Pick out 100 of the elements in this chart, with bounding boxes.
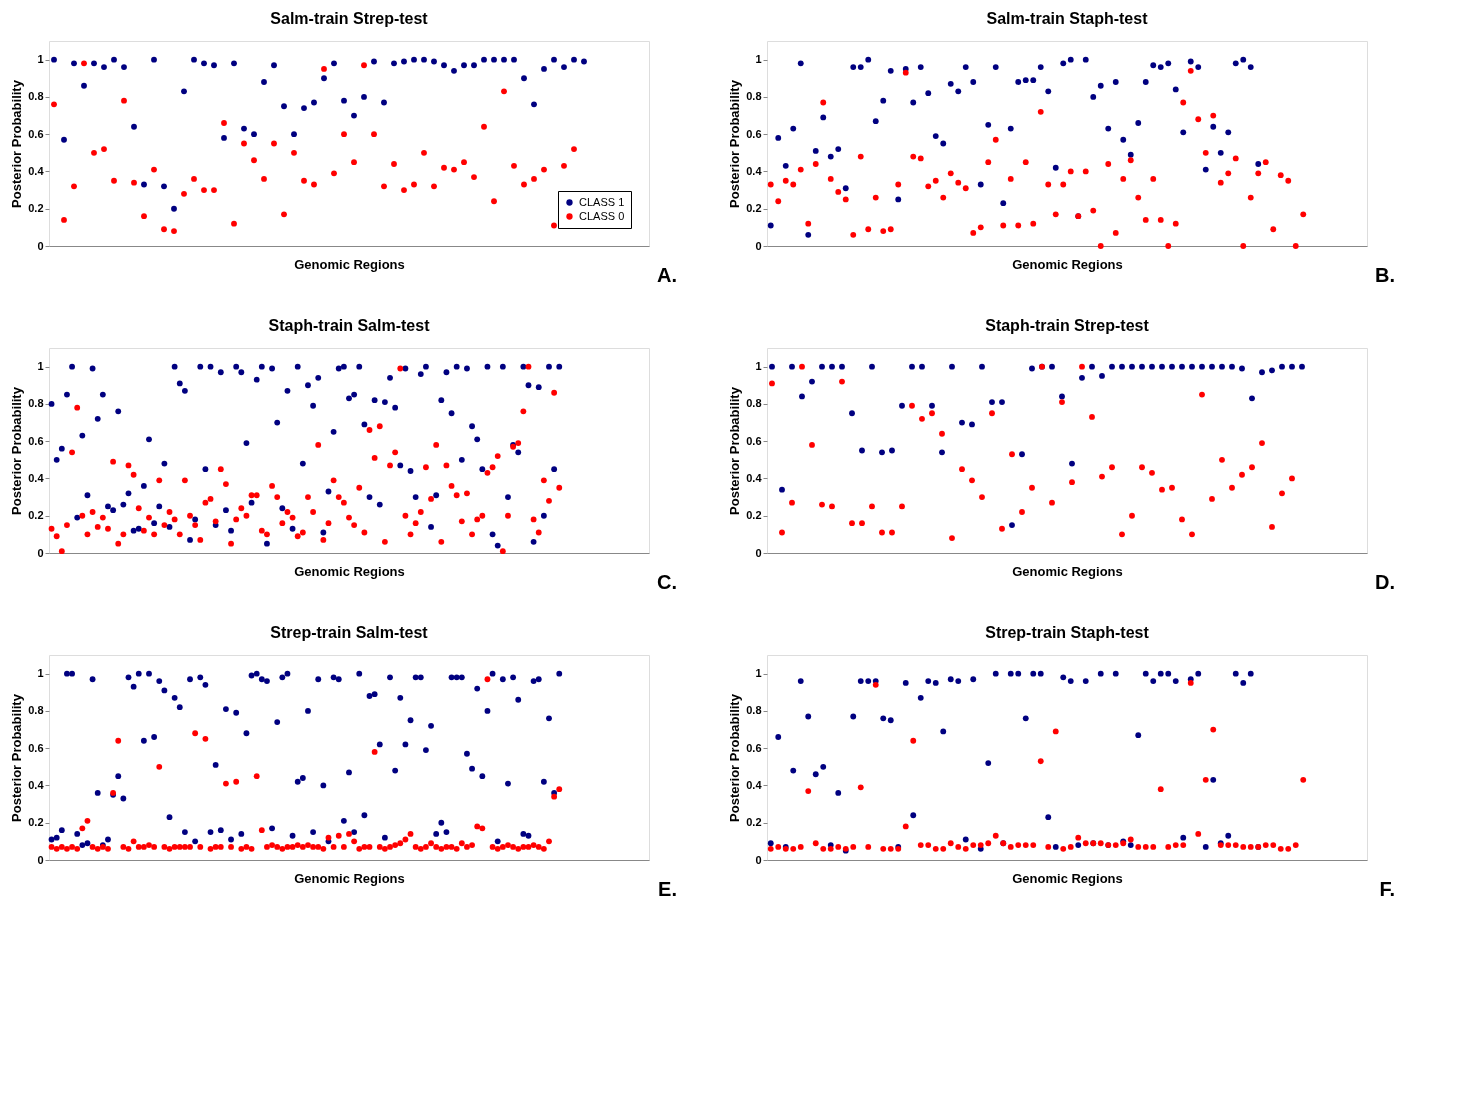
point: [859, 520, 865, 527]
y-tick-label: 0.4: [28, 164, 45, 177]
y-tick-label: 0.6: [746, 741, 762, 754]
point: [779, 486, 785, 493]
text: A.: [657, 264, 677, 286]
y-tick-label: 0.6: [28, 127, 44, 140]
y-tick-label: 0.2: [28, 509, 44, 522]
point: [869, 503, 875, 510]
point: [131, 123, 137, 130]
point: [391, 60, 397, 67]
point: [1129, 363, 1135, 370]
point: [211, 62, 217, 69]
point: [1089, 414, 1095, 420]
point: [531, 101, 537, 108]
point: [1049, 499, 1055, 506]
point: [909, 363, 915, 370]
point: [949, 363, 955, 370]
point: [849, 520, 855, 527]
point: [441, 62, 447, 69]
point: [859, 447, 865, 454]
point: [331, 60, 337, 67]
point: [789, 363, 795, 370]
point: [1259, 440, 1265, 446]
point: [879, 449, 885, 456]
point: [1209, 363, 1215, 370]
y-tick-label: 0.4: [28, 471, 45, 484]
point: [91, 60, 97, 67]
point: [1029, 484, 1035, 491]
point: [421, 149, 427, 156]
point: [521, 181, 527, 188]
point: [1239, 365, 1245, 372]
point: [161, 226, 167, 233]
point: [491, 198, 497, 205]
point: [929, 402, 935, 409]
point: [551, 222, 557, 229]
point: [411, 181, 417, 188]
y-tick-label: 0.4: [746, 164, 763, 177]
point: [1229, 363, 1235, 370]
point: [241, 140, 247, 147]
chart-title: Staph-train Salm-test: [268, 317, 431, 334]
point: [1229, 484, 1235, 491]
point: [201, 60, 207, 67]
point: [301, 177, 307, 184]
point: [51, 56, 57, 63]
x-axis-title: Genomic Regions: [1012, 870, 1123, 886]
point: [799, 363, 805, 370]
y-tick-label: 0: [755, 239, 762, 252]
point: [501, 56, 507, 63]
point: [1009, 451, 1015, 458]
point: [1109, 464, 1115, 471]
y-tick-label: 0.8: [746, 704, 762, 717]
point: [271, 140, 277, 147]
point: [111, 56, 117, 63]
point: [959, 466, 965, 473]
point: [341, 131, 347, 138]
point: [969, 477, 975, 484]
y-tick-label: 0: [37, 546, 44, 559]
point: [1219, 363, 1225, 370]
point: [121, 64, 127, 70]
point: [91, 149, 97, 156]
point: [571, 146, 577, 152]
point: [481, 123, 487, 130]
point: [899, 503, 905, 510]
text: C.: [657, 571, 677, 593]
text: B.: [1375, 264, 1395, 286]
point: [471, 174, 477, 180]
point: [61, 217, 67, 223]
point: [171, 228, 177, 234]
legend-label: CLASS 1: [579, 195, 625, 208]
point: [81, 82, 87, 89]
point: [869, 363, 875, 370]
y-tick-label: 0.2: [746, 509, 762, 522]
point: [989, 410, 995, 417]
point: [1169, 363, 1175, 370]
point: [839, 363, 845, 370]
point: [1129, 512, 1135, 519]
y-tick-label: 1: [755, 667, 762, 680]
point: [1049, 363, 1055, 370]
point: [1299, 363, 1305, 370]
point: [181, 88, 187, 95]
point: [1079, 374, 1085, 381]
point: [949, 535, 955, 541]
point: [321, 75, 327, 82]
point: [441, 164, 447, 171]
y-tick-label: 0: [37, 239, 44, 252]
point: [361, 62, 367, 69]
point: [819, 501, 825, 508]
point: [1059, 393, 1065, 400]
point: [1249, 464, 1255, 471]
point: [1149, 469, 1155, 476]
point: [491, 56, 497, 63]
y-tick-label: 0.2: [28, 202, 44, 215]
point: [141, 181, 147, 188]
point: [1099, 373, 1105, 379]
chart-title: Salm-train Strep-test: [270, 10, 429, 27]
point: [351, 159, 357, 166]
y-tick-label: 0.4: [28, 778, 45, 791]
point: [571, 56, 577, 63]
point: [471, 62, 477, 69]
y-tick-label: 1: [37, 667, 44, 680]
